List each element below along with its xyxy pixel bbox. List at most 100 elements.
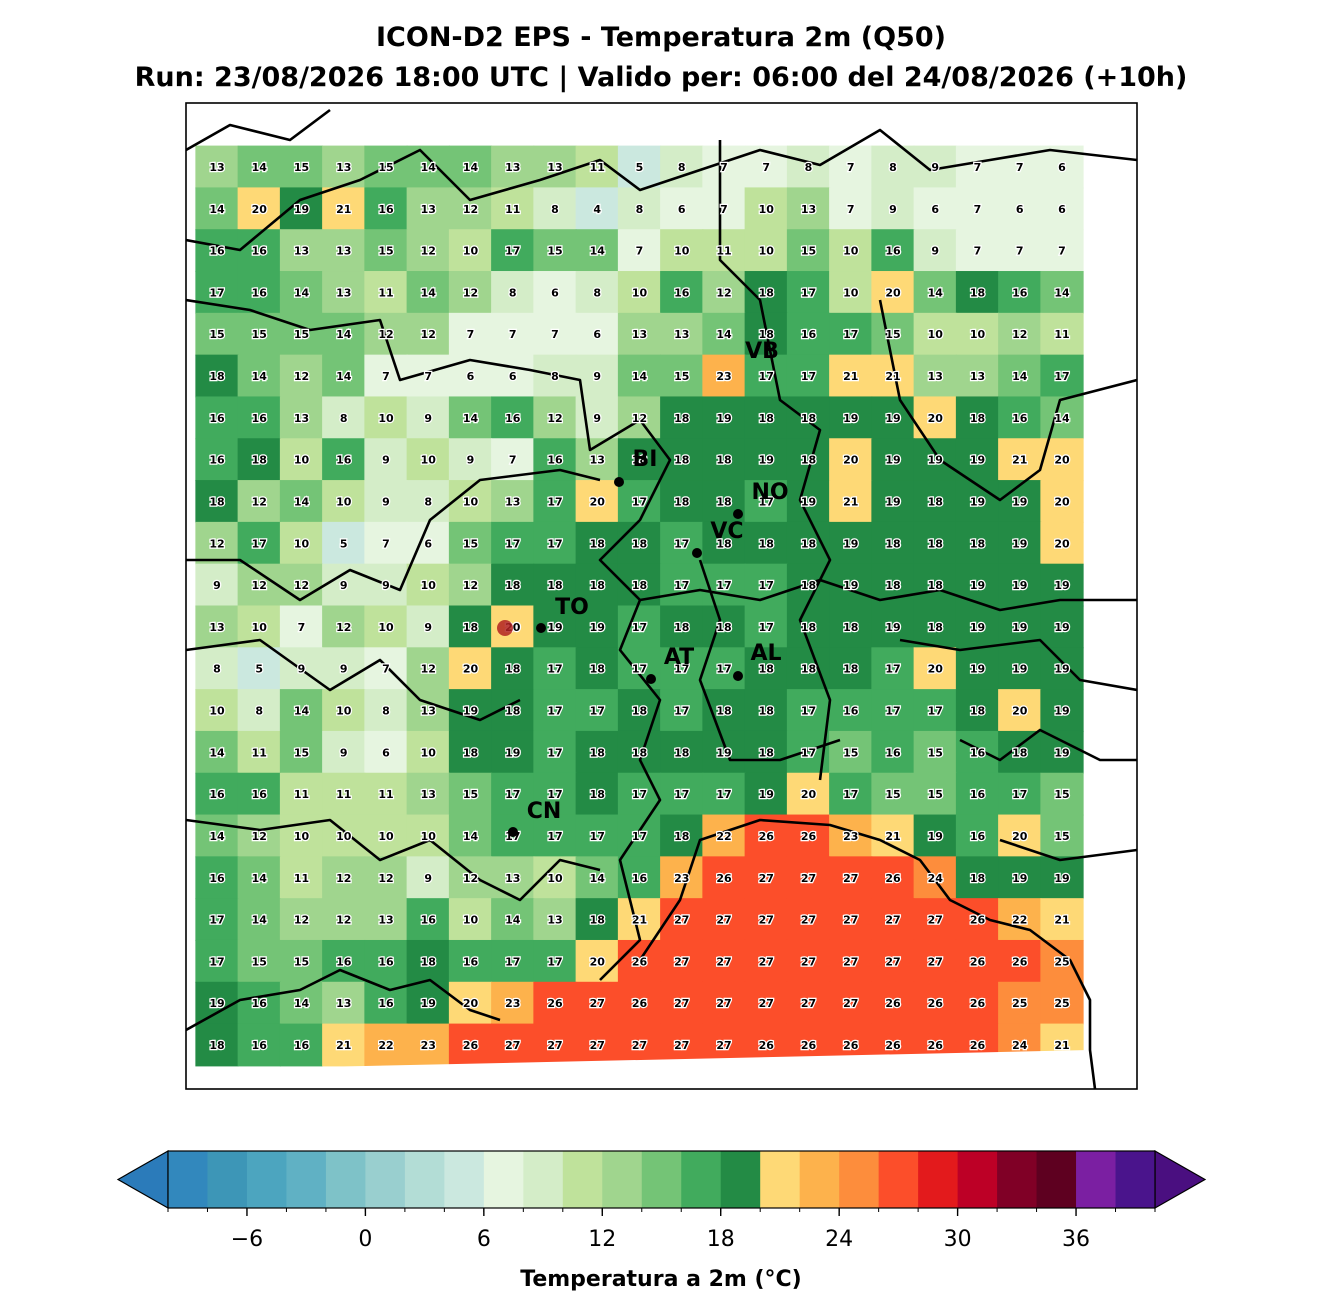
- grid-value: 18: [590, 537, 605, 550]
- temperature-cell: [786, 187, 831, 231]
- temperature-cell: [533, 187, 577, 231]
- grid-value: 18: [632, 537, 647, 550]
- grid-value: 21: [843, 370, 858, 383]
- temperature-cell: [195, 981, 239, 1025]
- grid-value: 23: [505, 997, 520, 1010]
- temperature-cell: [786, 981, 831, 1025]
- grid-value: 27: [674, 914, 689, 927]
- grid-value: 23: [421, 1039, 436, 1052]
- temperature-cell: [448, 689, 493, 732]
- grid-value: 17: [759, 579, 774, 592]
- temperature-cell: [955, 145, 1000, 189]
- temperature-cell: [617, 354, 662, 398]
- temperature-cell: [617, 312, 662, 356]
- temperature-cell: [1040, 229, 1084, 273]
- grid-value: 15: [463, 788, 478, 801]
- grid-value: 20: [928, 663, 944, 676]
- temperature-cell: [913, 647, 957, 691]
- grid-value: 18: [801, 621, 816, 634]
- grid-value: 7: [424, 370, 432, 383]
- grid-value: 7: [636, 245, 644, 258]
- grid-value: 18: [632, 705, 647, 718]
- temperature-cell: [702, 939, 746, 983]
- temperature-cell: [744, 772, 788, 816]
- temperature-cell: [829, 480, 873, 523]
- temperature-cell: [702, 187, 746, 231]
- temperature-cell: [786, 772, 831, 816]
- temperature-cell: [617, 480, 662, 523]
- city-label: NO: [751, 480, 788, 505]
- grid-value: 16: [970, 746, 986, 759]
- grid-value: 21: [1054, 914, 1069, 927]
- temperature-cell: [786, 312, 831, 356]
- grid-value: 18: [505, 705, 520, 718]
- grid-value: 19: [1012, 495, 1027, 508]
- temperature-cell: [660, 312, 704, 356]
- grid-value: 13: [505, 495, 520, 508]
- grid-value: 18: [716, 705, 731, 718]
- grid-value: 26: [1012, 955, 1028, 968]
- city-label: TO: [555, 595, 589, 620]
- temperature-cell: [448, 981, 493, 1025]
- grid-value: 13: [970, 370, 985, 383]
- temperature-cell: [575, 1023, 619, 1067]
- temperature-cell: [744, 521, 788, 565]
- grid-value: 27: [716, 1039, 731, 1052]
- temperature-cell: [322, 689, 366, 732]
- grid-value: 27: [801, 955, 816, 968]
- temperature-cell: [448, 396, 493, 440]
- temperature-cell: [871, 521, 915, 565]
- grid-value: 15: [674, 370, 689, 383]
- grid-value: 27: [632, 1039, 647, 1052]
- grid-value: 12: [336, 914, 351, 927]
- temperature-cell: [279, 772, 324, 816]
- temperature-cell: [871, 312, 915, 356]
- temperature-cell: [322, 229, 366, 273]
- grid-value: 18: [209, 370, 224, 383]
- grid-value: 9: [340, 746, 348, 759]
- temperature-cell: [491, 772, 535, 816]
- temperature-cell: [955, 647, 1000, 691]
- grid-value: 9: [340, 663, 348, 676]
- grid-value: 19: [421, 997, 436, 1010]
- temperature-cell: [998, 730, 1042, 774]
- grid-value: 18: [547, 579, 562, 592]
- temperature-cell: [406, 229, 450, 273]
- grid-value: 17: [547, 830, 562, 843]
- temperature-cell: [364, 772, 408, 816]
- temperature-cell: [279, 312, 324, 356]
- grid-value: 17: [759, 495, 774, 508]
- grid-value: 18: [801, 579, 816, 592]
- temperature-cell: [829, 438, 873, 482]
- grid-value: 16: [843, 705, 859, 718]
- grid-value: 16: [970, 788, 986, 801]
- colorbar-tick-label: 0: [358, 1227, 372, 1252]
- grid-value: 7: [1016, 245, 1024, 258]
- grid-value: 17: [632, 788, 647, 801]
- grid-value: 19: [1054, 621, 1069, 634]
- city-dot: [733, 671, 743, 681]
- grid-value: 26: [632, 955, 648, 968]
- grid-value: 27: [928, 914, 943, 927]
- grid-value: 17: [252, 537, 267, 550]
- temperature-cell: [702, 730, 746, 774]
- temperature-cell: [998, 271, 1042, 314]
- grid-value: 14: [928, 286, 944, 299]
- temperature-cell: [364, 856, 408, 900]
- grid-value: 19: [1054, 579, 1069, 592]
- grid-value: 14: [716, 328, 732, 341]
- grid-value: 17: [674, 537, 689, 550]
- grid-value: 11: [378, 286, 393, 299]
- grid-value: 16: [1012, 412, 1028, 425]
- temperature-cell: [829, 939, 873, 983]
- temperature-cell: [491, 730, 535, 774]
- grid-value: 18: [590, 914, 605, 927]
- grid-value: 23: [716, 370, 731, 383]
- temperature-cell: [871, 814, 915, 858]
- grid-value: 20: [252, 203, 268, 216]
- grid-value: 18: [674, 495, 689, 508]
- temperature-cell: [364, 396, 408, 440]
- border: [186, 298, 672, 981]
- temperature-cell: [575, 772, 619, 816]
- grid-value: 7: [509, 328, 517, 341]
